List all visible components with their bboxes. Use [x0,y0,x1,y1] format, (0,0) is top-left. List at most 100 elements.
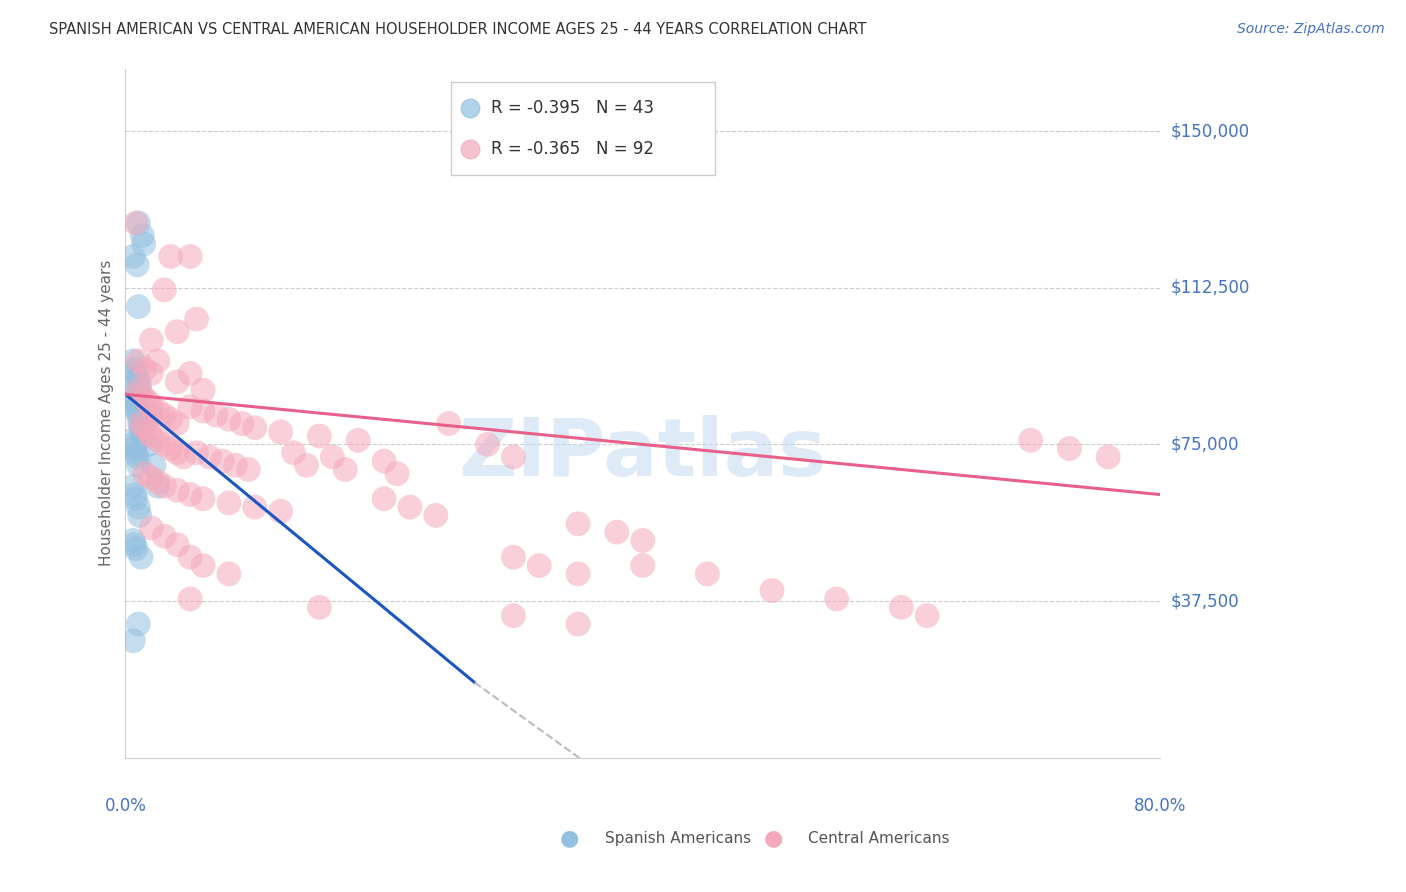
Point [128,417,150,431]
Point [122,633,145,648]
Point [890,600,912,615]
Point [138,425,160,439]
Point [437,417,460,431]
Point [502,550,524,565]
Point [696,566,718,581]
Text: R = -0.365   N = 92: R = -0.365 N = 92 [491,140,654,158]
Point [567,617,589,632]
Point [761,583,783,598]
Point [141,400,163,414]
Point [131,228,153,243]
Text: $75,000: $75,000 [1171,435,1240,453]
Text: Source: ZipAtlas.com: Source: ZipAtlas.com [1237,22,1385,37]
Point [179,400,201,414]
Point [122,533,145,548]
Point [134,467,156,481]
Point [127,375,149,389]
Point [567,566,589,581]
Point [129,387,152,401]
Point [224,458,246,473]
Text: Central Americans: Central Americans [808,831,950,846]
Point [129,417,152,431]
Point [125,216,148,230]
Point [631,558,654,573]
Point [122,354,145,368]
Point [127,216,149,230]
Point [166,483,188,498]
Point [179,487,201,501]
FancyBboxPatch shape [451,82,716,176]
Point [606,525,628,540]
Text: ZIPatlas: ZIPatlas [458,416,827,493]
Point [335,462,357,476]
Point [127,617,149,632]
Point [179,250,201,264]
Point [153,529,176,543]
Point [166,375,188,389]
Point [159,442,181,456]
Point [127,500,149,514]
Point [915,608,938,623]
Point [146,475,169,489]
Point [544,750,567,764]
Point [134,420,156,434]
Point [159,250,181,264]
Point [127,408,149,422]
Point [127,300,149,314]
Point [166,325,188,339]
Point [125,400,148,414]
Point [125,367,148,381]
Point [166,446,188,460]
Point [502,608,524,623]
Point [127,258,149,272]
Point [127,354,149,368]
Point [129,420,152,434]
Point [146,404,169,418]
Point [122,392,145,406]
Point [141,429,163,443]
Point [132,236,155,251]
Point [373,454,395,468]
Point [502,450,524,464]
Point [134,362,156,376]
Point [373,491,395,506]
Point [122,479,145,493]
Point [425,508,447,523]
Point [179,367,201,381]
Point [211,454,233,468]
Point [218,496,240,510]
Text: $150,000: $150,000 [1171,122,1250,140]
Point [138,395,160,409]
Point [141,367,163,381]
Point [1097,450,1119,464]
Point [321,450,343,464]
Point [179,550,201,565]
Point [243,500,266,514]
Point [134,392,156,406]
Text: ●: ● [763,829,783,848]
Point [127,370,149,384]
Point [1059,442,1081,456]
Point [141,333,163,347]
Point [131,425,153,439]
Point [283,446,305,460]
Point [198,450,221,464]
Point [125,446,148,460]
Point [127,450,149,464]
Point [631,533,654,548]
Point [179,591,201,606]
Point [191,558,214,573]
Text: Spanish Americans: Spanish Americans [605,831,751,846]
Point [132,429,155,443]
Point [1019,434,1042,448]
Point [129,550,152,565]
Point [218,566,240,581]
Point [146,354,169,368]
Point [124,362,146,376]
Point [128,379,150,393]
Point [125,491,148,506]
Point [218,412,240,426]
Point [127,383,149,397]
Point [124,538,146,552]
Point [141,471,163,485]
